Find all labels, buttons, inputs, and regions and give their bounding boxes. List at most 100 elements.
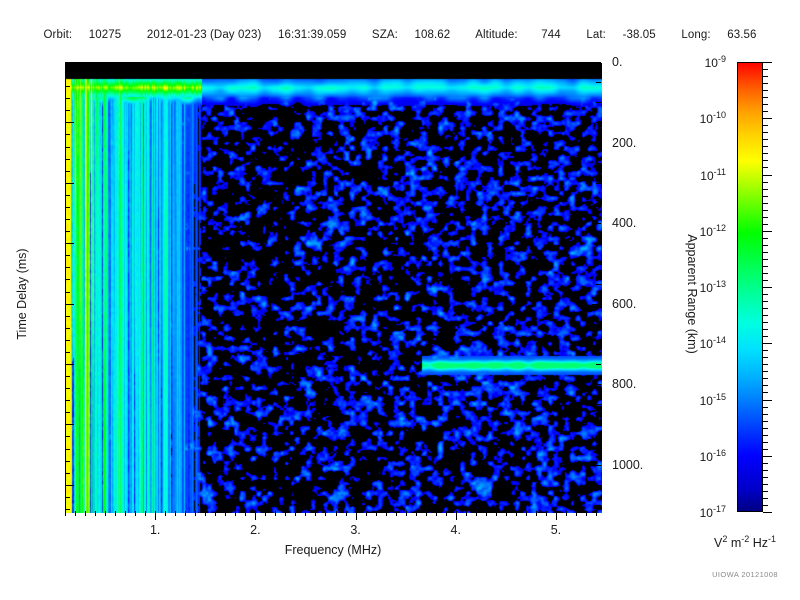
colorbar-tick bbox=[763, 455, 772, 457]
x-tick bbox=[555, 511, 557, 520]
x-tick bbox=[535, 511, 537, 516]
x-tick bbox=[145, 511, 147, 516]
y-axis-left-title: Time Delay (ms) bbox=[15, 248, 29, 340]
y-right-tick bbox=[596, 505, 601, 507]
header-orbit-value: 10275 bbox=[88, 29, 122, 41]
colorbar-tick bbox=[763, 490, 768, 492]
x-tick bbox=[85, 511, 87, 516]
x-tick bbox=[295, 511, 297, 516]
x-tick-top bbox=[215, 62, 217, 67]
y-right-tick bbox=[596, 364, 601, 366]
x-tick bbox=[95, 511, 97, 516]
colorbar-frame bbox=[737, 62, 763, 512]
x-tick bbox=[445, 511, 447, 516]
colorbar-tick bbox=[763, 118, 772, 120]
colorbar-tick-label: 10-16 bbox=[699, 447, 726, 464]
y-right-tick bbox=[592, 384, 601, 386]
colorbar-tick bbox=[763, 469, 768, 471]
colorbar-tick bbox=[763, 125, 768, 127]
x-tick-top bbox=[245, 62, 247, 67]
x-tick bbox=[175, 511, 177, 516]
header-date: 2012-01-23 (Day 023) bbox=[146, 29, 262, 41]
colorbar-tick-label: 10-9 bbox=[704, 54, 726, 70]
x-tick bbox=[245, 511, 247, 516]
x-tick-top bbox=[525, 62, 527, 67]
x-tick bbox=[105, 511, 107, 516]
colorbar-tick bbox=[763, 350, 768, 352]
colorbar-tick bbox=[763, 420, 768, 422]
y-left-tick bbox=[65, 255, 70, 257]
y-axis-left-ticks bbox=[65, 62, 74, 512]
header-sza-value: 108.62 bbox=[414, 29, 451, 41]
x-tick bbox=[235, 511, 237, 516]
y-left-tick bbox=[65, 279, 70, 281]
x-tick bbox=[195, 511, 197, 516]
y-left-tick bbox=[65, 98, 70, 100]
x-tick bbox=[225, 511, 227, 516]
y-axis-right-labels: 0. 200. 400. 600. 800. 1000. bbox=[612, 55, 732, 512]
x-tick bbox=[325, 511, 327, 516]
x-tick-label: 1. bbox=[149, 523, 161, 537]
x-tick-top bbox=[295, 62, 297, 67]
y-left-tick bbox=[65, 424, 74, 426]
x-tick bbox=[305, 511, 307, 516]
x-tick-label: 5. bbox=[550, 523, 562, 537]
colorbar-tick bbox=[763, 216, 768, 218]
x-tick-top bbox=[405, 62, 407, 67]
colorbar-tick bbox=[763, 315, 768, 317]
x-tick bbox=[185, 511, 187, 516]
y-right-tick-label: 400. bbox=[612, 216, 637, 231]
x-tick-top bbox=[115, 62, 117, 67]
y-left-tick bbox=[65, 146, 70, 148]
colorbar-tick bbox=[763, 76, 768, 78]
colorbar-tick bbox=[763, 97, 768, 99]
x-tick bbox=[355, 511, 357, 520]
colorbar-tick bbox=[763, 244, 768, 246]
colorbar-tick bbox=[763, 202, 768, 204]
x-tick bbox=[565, 511, 567, 516]
colorbar-tick bbox=[763, 483, 768, 485]
x-tick bbox=[455, 511, 457, 520]
colorbar-tick bbox=[763, 512, 772, 513]
x-tick bbox=[515, 511, 517, 516]
x-tick-top bbox=[515, 62, 517, 67]
x-tick-top bbox=[435, 62, 437, 67]
header-altitude-label: Altitude: bbox=[475, 29, 518, 41]
colorbar-tick-label: 10-11 bbox=[700, 166, 726, 183]
colorbar-tick bbox=[763, 62, 772, 63]
y-right-tick bbox=[596, 102, 601, 104]
x-tick-top bbox=[365, 62, 367, 67]
header-orbit-label: Orbit: bbox=[43, 29, 73, 41]
x-tick-top bbox=[485, 62, 487, 67]
y-left-tick bbox=[65, 327, 70, 329]
x-tick-top bbox=[315, 62, 317, 67]
y-right-tick bbox=[596, 82, 601, 84]
x-tick-top bbox=[185, 62, 187, 67]
colorbar-tick-label: 10-12 bbox=[699, 222, 726, 239]
colorbar-tick bbox=[763, 287, 772, 288]
y-right-tick bbox=[596, 323, 601, 325]
y-right-tick-label: 800. bbox=[612, 377, 637, 392]
ionogram-plot-area bbox=[65, 62, 602, 513]
x-tick-top bbox=[135, 62, 137, 67]
y-right-tick bbox=[596, 485, 601, 486]
colorbar-tick bbox=[763, 497, 768, 499]
y-right-tick bbox=[592, 62, 601, 63]
x-tick bbox=[335, 511, 337, 516]
y-right-tick bbox=[596, 162, 601, 164]
y-left-tick bbox=[65, 339, 70, 341]
colorbar-tick bbox=[763, 357, 768, 359]
colorbar-tick bbox=[763, 427, 768, 429]
watermark: UIOWA 20121008 bbox=[712, 570, 778, 579]
x-tick-top bbox=[145, 62, 147, 67]
y-left-tick bbox=[65, 86, 70, 88]
y-left-tick bbox=[65, 206, 70, 208]
x-tick-top bbox=[375, 62, 377, 67]
x-tick-top bbox=[75, 62, 77, 67]
y-left-tick bbox=[65, 74, 70, 76]
colorbar-tick bbox=[763, 504, 768, 506]
x-tick bbox=[285, 511, 287, 516]
x-tick-top bbox=[285, 62, 287, 67]
colorbar-tick-label: 10-17 bbox=[699, 504, 726, 520]
x-tick-top bbox=[165, 62, 167, 67]
